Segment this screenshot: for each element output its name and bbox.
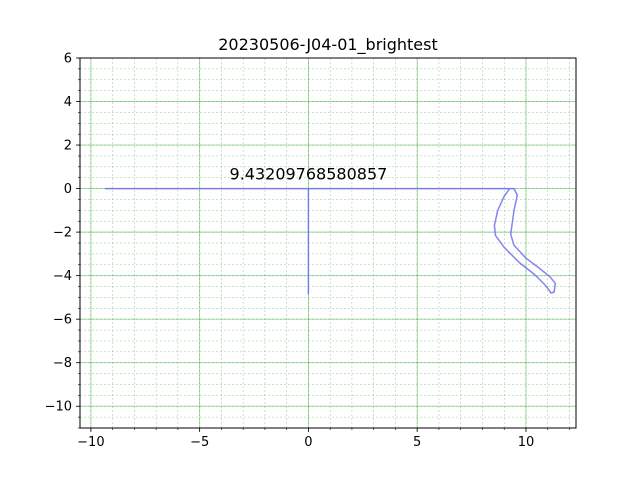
y-tick-label: 0 [64,182,72,197]
series-layer [105,187,557,295]
annotation-label: 9.43209768580857 [230,164,388,183]
ticks-layer: −10 −5 0 5 10 6 4 2 0 −2 −4 −6 −8 −10 [45,52,570,450]
x-tick-label: −10 [77,435,104,450]
y-tick-label: −10 [45,400,72,415]
y-tick-label: −4 [53,269,72,284]
y-tick-label: 6 [64,52,72,67]
series-line-3 [493,187,557,294]
annotation-layer: 9.43209768580857 [230,164,388,183]
x-tick-label: 0 [304,435,312,450]
x-tick-label: 10 [518,435,535,450]
x-tick-label: 5 [413,435,421,450]
y-tick-label: 2 [64,139,72,154]
y-tick-label: −8 [53,356,72,371]
x-tick-label: −5 [190,435,209,450]
y-tick-label: −2 [53,226,72,241]
y-tick-label: 4 [64,95,72,110]
chart-title: 20230506-J04-01_brightest [218,35,438,55]
y-tick-label: −6 [53,313,72,328]
